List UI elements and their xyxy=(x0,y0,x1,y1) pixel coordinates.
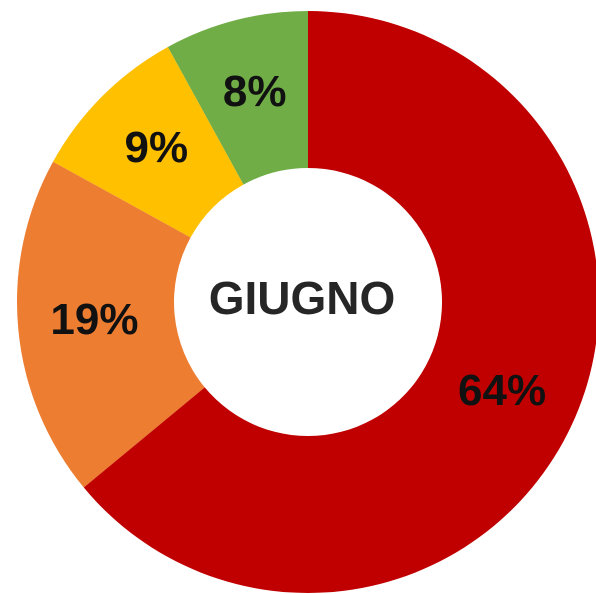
donut-slice xyxy=(52,46,244,238)
donut-slice xyxy=(83,11,596,593)
data-label: 64% xyxy=(458,366,546,415)
data-label: 9% xyxy=(125,123,189,172)
donut-slice xyxy=(167,11,308,185)
center-label: GIUGNO xyxy=(209,272,396,324)
data-label: 19% xyxy=(50,295,138,344)
donut-slice xyxy=(16,161,205,488)
data-label: 8% xyxy=(223,67,287,116)
